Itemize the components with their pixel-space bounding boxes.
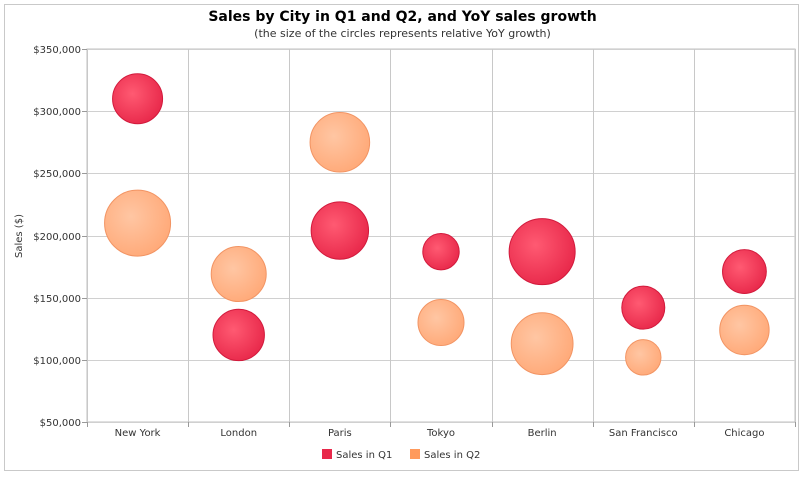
bubble-q1 [722, 249, 767, 294]
legend-swatch-q2 [410, 449, 420, 459]
grid-layer [82, 48, 796, 427]
bubble-q2 [210, 246, 267, 303]
legend-label-q2: Sales in Q2 [424, 450, 480, 461]
chart-title: Sales by City in Q1 and Q2, and YoY sale… [208, 9, 597, 25]
x-tick-label: Paris [328, 428, 352, 439]
bubble-q2 [719, 304, 770, 356]
bubble-q1 [310, 201, 370, 260]
y-tick-label: $50,000 [40, 418, 81, 429]
y-tick-label: $350,000 [33, 45, 81, 56]
bubble-q2 [104, 189, 172, 257]
bubble-q1 [508, 218, 576, 286]
y-tick-label: $300,000 [33, 107, 81, 118]
y-tick-label: $250,000 [33, 169, 81, 180]
bubble-q2 [417, 299, 465, 347]
x-tick-label: Chicago [724, 428, 764, 439]
x-tick-label: London [220, 428, 257, 439]
bubble-q1 [621, 285, 666, 330]
y-tick-label: $200,000 [33, 232, 81, 243]
bubble-q1 [212, 308, 265, 362]
bubble-layer [104, 73, 770, 376]
bubble-q1 [422, 232, 460, 271]
bubble-q2 [510, 312, 574, 376]
x-tick-label: Berlin [528, 428, 557, 439]
legend-swatch-q1 [322, 449, 332, 459]
label-layer: $50,000 $100,000 $150,000 $200,000 $250,000 $… [33, 45, 764, 439]
y-axis-title: Sales ($) [14, 214, 25, 258]
legend: Sales in Q1 Sales in Q2 [322, 449, 480, 461]
bubble-q1 [112, 73, 164, 125]
x-tick-label: Tokyo [426, 428, 455, 439]
chart-subtitle: (the size of the circles represents rela… [254, 27, 551, 40]
x-tick-label: New York [115, 428, 161, 439]
bubble-q2 [309, 111, 371, 173]
bubble-q2 [625, 339, 662, 376]
y-tick-label: $100,000 [33, 356, 81, 367]
legend-label-q1: Sales in Q1 [336, 450, 392, 461]
y-tick-label: $150,000 [33, 294, 81, 305]
x-tick-label: San Francisco [609, 428, 678, 439]
